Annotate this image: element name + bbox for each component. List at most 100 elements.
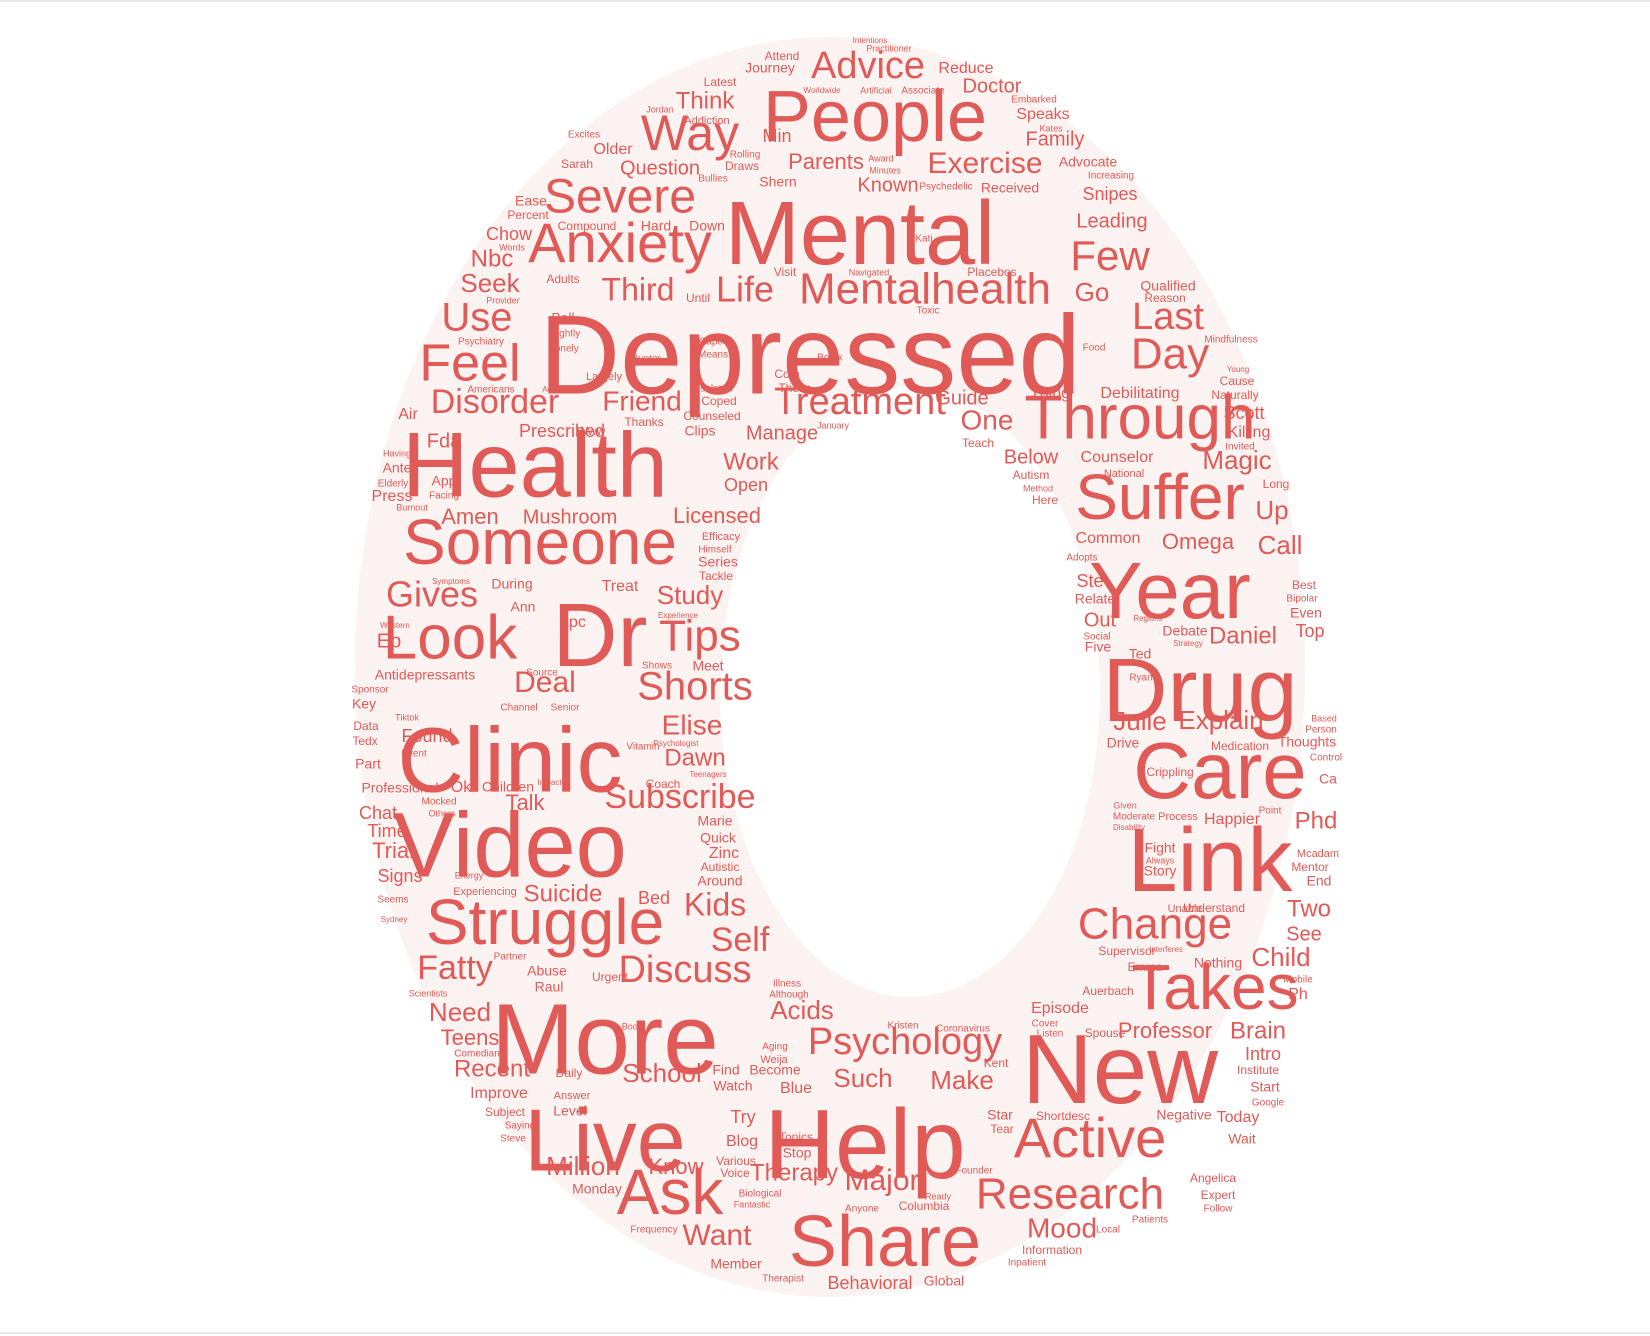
word-think: Think [676,87,736,114]
word-kristen: Kristen [887,1021,918,1032]
word-suffer: Suffer [1075,461,1245,533]
word-shortdesc: Shortdesc [1036,1109,1090,1123]
word-strategy: Strategy [1173,639,1203,648]
word-anyone: Anyone [845,1204,879,1215]
word-work: Work [723,448,780,475]
word-mood: Mood [1027,1212,1097,1243]
word-words: Words [499,242,525,252]
word-way: Way [641,105,739,161]
word-abuse: Abuse [527,963,567,979]
word-ted: Ted [1129,646,1152,662]
word-according: According [542,385,578,394]
word-active: Active [1014,1106,1167,1169]
word-raul: Raul [535,979,564,995]
word-www: Www [577,424,606,438]
word-top: Top [1295,621,1324,641]
word-angelica: Angelica [1190,1171,1236,1185]
word-frequency: Frequency [630,1225,677,1236]
word-friend: Friend [602,385,681,416]
word-subject: Subject [485,1105,526,1119]
word-third: Third [602,271,675,307]
word-autistic: Autistic [701,860,740,874]
word-bell: Bell [551,310,574,326]
word-psychiatry: Psychiatry [458,337,504,348]
word-during: During [491,576,532,592]
word-make: Make [930,1065,994,1095]
word-data: Data [353,719,379,733]
word-negative: Negative [1156,1107,1211,1123]
word-such: Such [833,1063,892,1093]
word-up: Up [1255,495,1288,525]
word-mobile: Mobile [1283,975,1313,986]
word-mentor: Mentor [1291,860,1328,874]
word-autism: Autism [1013,468,1050,482]
word-story: Story [1144,863,1177,879]
word-impacted: Impacted [538,778,571,787]
word-teach: Teach [962,436,994,450]
word-takes: Takes [1131,951,1298,1023]
word-discuss: Discuss [618,949,751,991]
word-clinic: Clinic [398,709,623,811]
word-practitioner: Practitioner [866,43,912,53]
word-dawn: Dawn [664,744,725,771]
word-efficacy: Efficacy [702,531,741,543]
word-ready: Ready [925,1191,952,1201]
word-global: Global [924,1273,964,1289]
word-meet: Meet [692,658,723,674]
word-visit: Visit [774,265,797,279]
word-change: Change [1078,900,1232,949]
word-coach: Coach [646,777,681,791]
word-counseled: Counseled [683,409,740,423]
word-trial: Trial [372,838,414,863]
word-snipes: Snipes [1082,184,1137,204]
word-time: Time [367,821,406,841]
word-want: Want [683,1219,753,1252]
word-experiencing: Experiencing [453,886,517,898]
word-ok: Ok [451,779,472,796]
word-senior: Senior [551,703,581,714]
word-julie: Julie [1113,706,1166,736]
word-scientists: Scientists [409,988,448,998]
word-vitamin: Vitamin [626,742,659,753]
word-supervisor: Supervisor [1098,944,1155,958]
word-blue: Blue [780,1080,812,1097]
word-spouse: Spouse [1085,1026,1126,1040]
word-severe: Severe [544,171,696,224]
word-professor: Professor [1118,1018,1212,1043]
word-shows: Shows [642,661,672,672]
word-saying: Saying [505,1121,536,1132]
word-given: Given [1113,800,1137,810]
word-embarked: Embarked [1011,95,1057,106]
word-shorts: Shorts [637,665,753,709]
word-crippling: Crippling [1146,765,1193,779]
word-elise: Elise [662,709,723,740]
word-seems: Seems [377,895,408,906]
word-someone: Someone [403,506,677,578]
word-social: Social [1083,632,1110,643]
word-americans: Americans [467,385,514,396]
word-jordan: Jordan [646,104,674,114]
word-mental: Mental [725,184,995,284]
word-attend: Attend [765,49,800,63]
word-zinc: Zinc [709,845,739,862]
word-signs: Signs [377,866,422,886]
word-brain: Brain [1230,1017,1286,1044]
word-having: Having [383,448,411,458]
word-advice: Advice [811,45,925,87]
word-point: Point [1259,806,1282,817]
word-answer: Answer [554,1090,591,1102]
word-inpatient: Inpatient [1008,1258,1047,1269]
word-behavioral: Behavioral [827,1273,912,1293]
word-series: Series [698,554,738,570]
word-urgent: Urgent [592,970,629,984]
word-listen: Listen [1037,1029,1064,1040]
word-although: Although [769,990,808,1001]
word-one: One [961,404,1014,435]
word-family: Family [1026,128,1085,150]
word-level: Level [553,1103,586,1119]
word-navigated: Navigated [849,267,890,277]
word-research: Research [976,1170,1164,1219]
word-debate: Debate [1162,623,1207,639]
word-licensed: Licensed [673,503,761,528]
word-monday: Monday [572,1181,622,1197]
